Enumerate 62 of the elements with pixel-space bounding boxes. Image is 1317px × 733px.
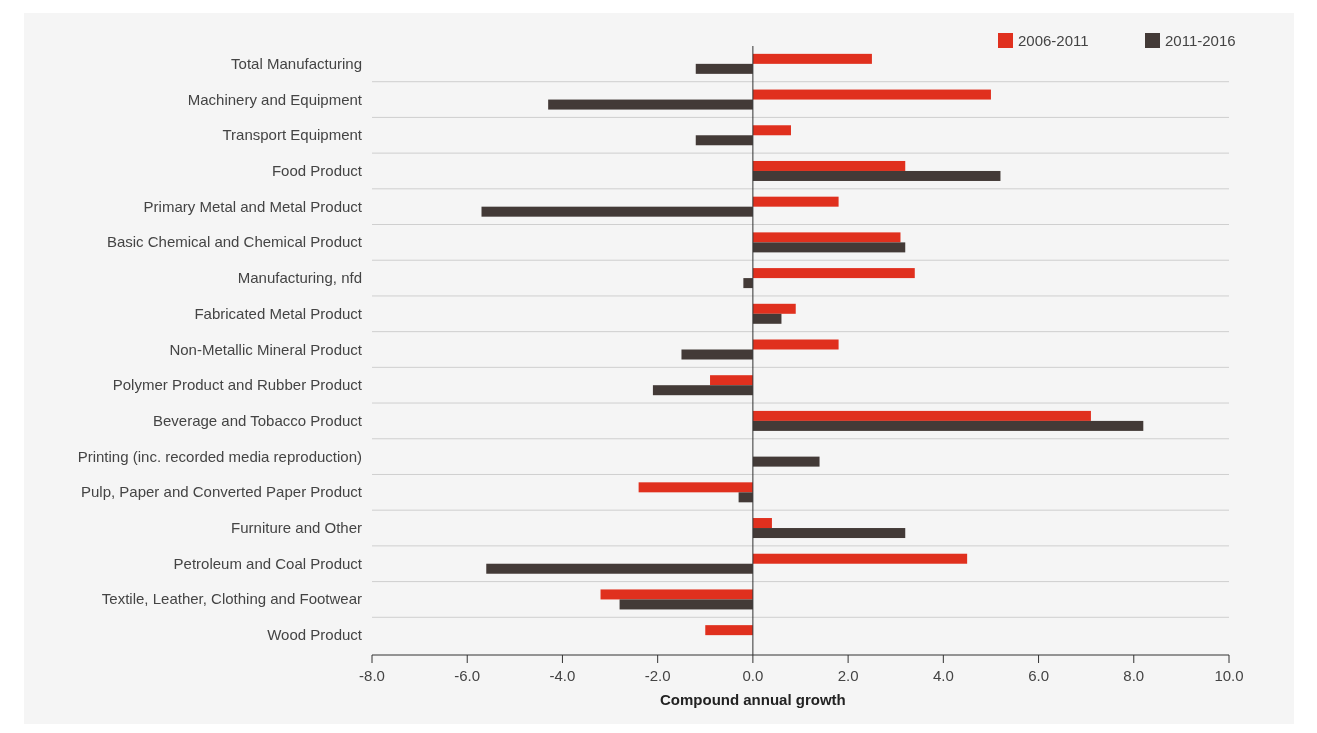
bar [752, 553, 968, 564]
bar [752, 242, 906, 253]
y-tick-label: Basic Chemical and Chemical Product [106, 233, 363, 251]
y-tick-label: Total Manufacturing [231, 54, 362, 72]
y-tick-label: Petroleum and Coal Product [173, 554, 363, 572]
bar [710, 375, 753, 386]
bar [486, 563, 753, 574]
bar [743, 278, 753, 289]
y-tick-label: Polymer Product and Rubber Product [112, 376, 363, 394]
bar [695, 135, 753, 146]
y-tick-label: Machinery and Equipment [187, 90, 363, 108]
bar [752, 268, 915, 279]
bar [752, 528, 906, 539]
bar [752, 160, 906, 171]
bar [752, 170, 1001, 181]
x-tick-label: 4.0 [932, 667, 954, 684]
x-tick-label: -2.0 [644, 667, 671, 684]
bar [705, 625, 753, 636]
bar [738, 492, 753, 503]
y-tick-label: Fabricated Metal Product [194, 304, 363, 322]
x-tick-label: -6.0 [454, 667, 481, 684]
bar [481, 206, 753, 217]
y-tick-label: Printing (inc. recorded media reproduction) [77, 447, 362, 465]
x-tick-label: 0.0 [742, 667, 764, 684]
bar [752, 339, 839, 350]
y-tick-label: Beverage and Tobacco Product [152, 411, 363, 429]
bar [752, 456, 820, 467]
y-tick-label: Wood Product [267, 626, 363, 644]
bar [752, 125, 791, 136]
bar [752, 232, 901, 243]
bar [695, 63, 753, 74]
x-tick-label: 8.0 [1123, 667, 1145, 684]
x-tick-label: 10.0 [1214, 667, 1244, 684]
x-tick-label: 2.0 [837, 667, 859, 684]
bar [638, 482, 753, 493]
bar [752, 518, 772, 529]
bar [752, 53, 872, 64]
x-axis-title: Compound annual growth [659, 691, 846, 708]
y-tick-label: Food Product [271, 161, 363, 179]
bar [652, 385, 753, 396]
bar [752, 89, 991, 100]
legend-label: 2006-2011 [1018, 32, 1089, 49]
bar [752, 196, 839, 207]
bar [681, 349, 753, 360]
x-tick-label: 6.0 [1028, 667, 1049, 684]
y-tick-label: Pulp, Paper and Converted Paper Product [80, 483, 363, 501]
y-tick-label: Primary Metal and Metal Product [143, 197, 363, 215]
x-tick-label: -4.0 [549, 667, 576, 684]
y-tick-label: Non-Metallic Mineral Product [169, 340, 363, 358]
x-tick-label: -8.0 [359, 667, 385, 684]
bar [619, 599, 753, 610]
bar [752, 313, 782, 324]
y-tick-label: Textile, Leather, Clothing and Footwear [101, 590, 362, 608]
bar [752, 303, 796, 314]
bar [752, 410, 1091, 421]
y-tick-label: Furniture and Other [231, 519, 362, 537]
y-tick-label: Manufacturing, nfd [237, 269, 362, 287]
bar [548, 99, 753, 110]
legend-label: 2011-2016 [1165, 32, 1236, 49]
bar [752, 420, 1144, 431]
bar [600, 589, 753, 600]
y-tick-label: Transport Equipment [222, 126, 363, 144]
